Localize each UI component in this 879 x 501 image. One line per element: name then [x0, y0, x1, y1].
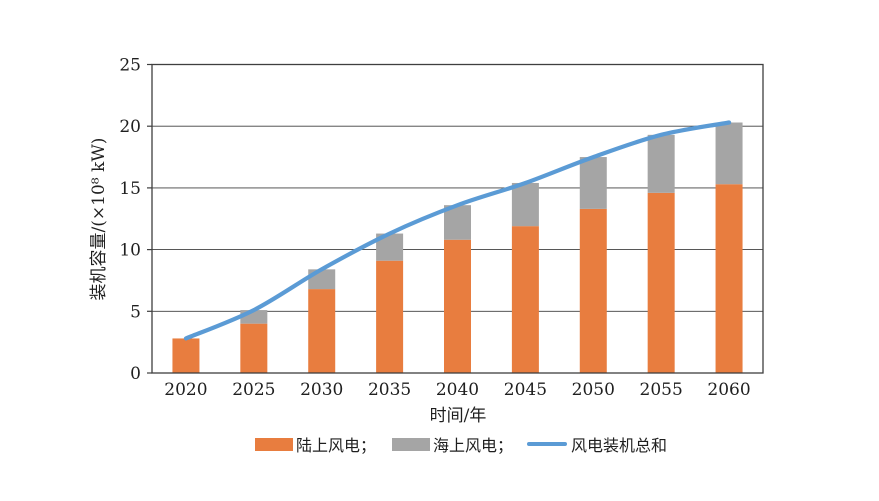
legend-label-onshore: 陆上风电；: [296, 436, 377, 455]
bar-offshore-2050: [579, 157, 607, 209]
bar-offshore-2055: [647, 134, 675, 193]
legend-item-total: 风电装机总和: [527, 436, 667, 455]
bar-onshore-2045: [511, 226, 539, 373]
x-tick-label-2020: 2020: [164, 380, 207, 400]
x-tick-label-2030: 2030: [300, 380, 343, 400]
legend: 陆上风电； 海上风电； 风电装机总和: [0, 436, 879, 455]
y-tick-label-10: 10: [119, 241, 141, 261]
plot-border: [151, 63, 764, 374]
y-axis-title: 装机容量/(×10⁸ kW): [89, 138, 109, 301]
y-tick-label-15: 15: [119, 179, 141, 199]
total-line: [183, 120, 732, 341]
legend-item-offshore: 海上风电；: [392, 436, 513, 455]
x-axis-title: 时间/年: [430, 406, 487, 426]
y-tick-label-0: 0: [130, 364, 141, 384]
y-tick-label-20: 20: [119, 117, 141, 137]
bar-onshore-2035: [376, 260, 404, 373]
bar-offshore-2040: [444, 205, 471, 240]
bar-onshore-2030: [308, 289, 336, 373]
y-tick-label-5: 5: [130, 302, 141, 322]
legend-label-offshore: 海上风电；: [433, 436, 514, 455]
bar-onshore-2020: [172, 338, 200, 373]
legend-item-onshore: 陆上风电；: [255, 436, 376, 455]
bar-onshore-2025: [240, 323, 268, 373]
onshore-swatch-icon: [255, 437, 293, 451]
legend-label-total: 风电装机总和: [571, 436, 668, 455]
total-line-path: [183, 120, 732, 341]
x-tick-label-2040: 2040: [436, 380, 479, 400]
x-tick-label-2025: 2025: [232, 380, 275, 400]
bar-offshore-2045: [511, 182, 539, 227]
y-tick-label-25: 25: [119, 56, 141, 76]
bar-offshore-2060: [715, 122, 743, 185]
x-tick-label-2045: 2045: [504, 380, 547, 400]
offshore-swatch-icon: [392, 437, 430, 451]
x-tick-label-2050: 2050: [572, 380, 615, 400]
bar-offshore-2030: [308, 269, 336, 290]
bar-onshore-2055: [647, 192, 675, 373]
x-tick-label-2035: 2035: [368, 380, 411, 400]
bar-onshore-2050: [579, 208, 607, 373]
bar-onshore-2040: [444, 239, 471, 373]
stacked-bars: [172, 122, 743, 373]
x-tick-label-2060: 2060: [707, 380, 750, 400]
x-tick-label-2055: 2055: [640, 380, 683, 400]
total-line-swatch-icon: [527, 442, 567, 446]
bar-onshore-2060: [715, 184, 743, 373]
